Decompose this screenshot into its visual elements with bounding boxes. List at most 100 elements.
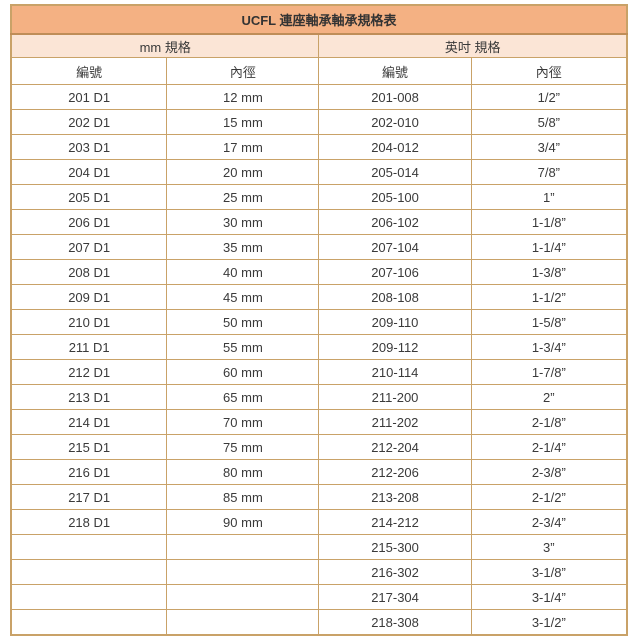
inch-number-cell: 209-112 — [318, 334, 472, 360]
inch-number-cell: 212-206 — [318, 459, 472, 485]
mm-diameter-cell: 30 mm — [166, 209, 320, 235]
mm-number-cell — [10, 609, 168, 636]
table-row: 216-302 3-1/8” — [10, 559, 628, 585]
mm-number-cell: 212 D1 — [10, 359, 168, 385]
table-row: 217-304 3-1/4” — [10, 584, 628, 610]
ucfl-bearing-spec-table: UCFL 連座軸承軸承規格表 mm 規格 英吋 規格 編號 內徑 編號 內徑 2… — [10, 4, 628, 636]
inch-diameter-cell: 2-3/4” — [470, 509, 628, 535]
mm-diameter-cell: 17 mm — [166, 134, 320, 160]
mm-diameter-cell: 55 mm — [166, 334, 320, 360]
column-header-mm-number: 編號 — [10, 57, 168, 85]
inch-diameter-cell: 2-1/2” — [470, 484, 628, 510]
inch-number-cell: 215-300 — [318, 534, 472, 560]
mm-diameter-cell — [166, 534, 320, 560]
mm-diameter-cell: 65 mm — [166, 384, 320, 410]
inch-diameter-cell: 1/2” — [470, 84, 628, 110]
mm-number-cell: 211 D1 — [10, 334, 168, 360]
table-row: 209 D1 45 mm 208-108 1-1/2” — [10, 284, 628, 310]
table-row: 204 D1 20 mm 205-014 7/8” — [10, 159, 628, 185]
table-row: 217 D1 85 mm 213-208 2-1/2” — [10, 484, 628, 510]
inch-diameter-cell: 3-1/8” — [470, 559, 628, 585]
mm-number-cell: 202 D1 — [10, 109, 168, 135]
inch-number-cell: 214-212 — [318, 509, 472, 535]
inch-number-cell: 201-008 — [318, 84, 472, 110]
mm-number-cell: 203 D1 — [10, 134, 168, 160]
inch-number-cell: 207-106 — [318, 259, 472, 285]
table-row: 207 D1 35 mm 207-104 1-1/4” — [10, 234, 628, 260]
mm-number-cell: 213 D1 — [10, 384, 168, 410]
inch-number-cell: 211-200 — [318, 384, 472, 410]
mm-number-cell: 206 D1 — [10, 209, 168, 235]
mm-number-cell: 210 D1 — [10, 309, 168, 335]
mm-diameter-cell: 35 mm — [166, 234, 320, 260]
inch-diameter-cell: 3/4” — [470, 134, 628, 160]
table-row: 212 D1 60 mm 210-114 1-7/8” — [10, 359, 628, 385]
mm-diameter-cell — [166, 609, 320, 636]
mm-number-cell — [10, 534, 168, 560]
mm-number-cell: 214 D1 — [10, 409, 168, 435]
table-row: 216 D1 80 mm 212-206 2-3/8” — [10, 459, 628, 485]
inch-number-cell: 217-304 — [318, 584, 472, 610]
inch-diameter-cell: 2-1/8” — [470, 409, 628, 435]
inch-number-cell: 212-204 — [318, 434, 472, 460]
inch-diameter-cell: 1-1/8” — [470, 209, 628, 235]
table-row: 218-308 3-1/2” — [10, 609, 628, 636]
column-header-inch-number: 編號 — [318, 57, 472, 85]
table-row: 215 D1 75 mm 212-204 2-1/4” — [10, 434, 628, 460]
mm-diameter-cell: 85 mm — [166, 484, 320, 510]
inch-diameter-cell: 7/8” — [470, 159, 628, 185]
inch-number-cell: 206-102 — [318, 209, 472, 235]
mm-number-cell: 217 D1 — [10, 484, 168, 510]
inch-diameter-cell: 5/8” — [470, 109, 628, 135]
title-row: UCFL 連座軸承軸承規格表 — [10, 4, 628, 35]
mm-number-cell: 204 D1 — [10, 159, 168, 185]
column-header-mm-diameter: 內徑 — [166, 57, 320, 85]
mm-number-cell: 218 D1 — [10, 509, 168, 535]
inch-diameter-cell: 1” — [470, 184, 628, 210]
mm-diameter-cell — [166, 584, 320, 610]
inch-number-cell: 216-302 — [318, 559, 472, 585]
inch-diameter-cell: 1-3/8” — [470, 259, 628, 285]
mm-number-cell: 215 D1 — [10, 434, 168, 460]
table-row: 213 D1 65 mm 211-200 2” — [10, 384, 628, 410]
mm-diameter-cell: 20 mm — [166, 159, 320, 185]
inch-diameter-cell: 3-1/4” — [470, 584, 628, 610]
inch-diameter-cell: 1-7/8” — [470, 359, 628, 385]
table-row: 202 D1 15 mm 202-010 5/8” — [10, 109, 628, 135]
inch-number-cell: 205-014 — [318, 159, 472, 185]
inch-diameter-cell: 1-1/2” — [470, 284, 628, 310]
mm-number-cell: 209 D1 — [10, 284, 168, 310]
table-row: 201 D1 12 mm 201-008 1/2” — [10, 84, 628, 110]
table-body: 201 D1 12 mm 201-008 1/2” 202 D1 15 mm 202-010… — [10, 84, 628, 636]
table-row: 203 D1 17 mm 204-012 3/4” — [10, 134, 628, 160]
table-row: 218 D1 90 mm 214-212 2-3/4” — [10, 509, 628, 535]
table-title: UCFL 連座軸承軸承規格表 — [10, 4, 628, 35]
inch-number-cell: 213-208 — [318, 484, 472, 510]
table-row: 214 D1 70 mm 211-202 2-1/8” — [10, 409, 628, 435]
mm-diameter-cell: 60 mm — [166, 359, 320, 385]
mm-diameter-cell: 90 mm — [166, 509, 320, 535]
inch-number-cell: 207-104 — [318, 234, 472, 260]
table-header: UCFL 連座軸承軸承規格表 mm 規格 英吋 規格 編號 內徑 編號 內徑 — [10, 4, 628, 85]
inch-number-cell: 205-100 — [318, 184, 472, 210]
mm-number-cell: 208 D1 — [10, 259, 168, 285]
mm-diameter-cell: 40 mm — [166, 259, 320, 285]
table-row: 206 D1 30 mm 206-102 1-1/8” — [10, 209, 628, 235]
column-header-inch-diameter: 內徑 — [470, 57, 628, 85]
table-row: 215-300 3” — [10, 534, 628, 560]
mm-number-cell — [10, 559, 168, 585]
inch-diameter-cell: 2” — [470, 384, 628, 410]
inch-diameter-cell: 2-1/4” — [470, 434, 628, 460]
mm-number-cell: 207 D1 — [10, 234, 168, 260]
table-row: 210 D1 50 mm 209-110 1-5/8” — [10, 309, 628, 335]
mm-number-cell: 201 D1 — [10, 84, 168, 110]
column-header-row: 編號 內徑 編號 內徑 — [10, 57, 628, 85]
inch-diameter-cell: 3-1/2” — [470, 609, 628, 636]
inch-number-cell: 209-110 — [318, 309, 472, 335]
mm-diameter-cell: 50 mm — [166, 309, 320, 335]
mm-diameter-cell: 80 mm — [166, 459, 320, 485]
inch-diameter-cell: 1-1/4” — [470, 234, 628, 260]
inch-diameter-cell: 2-3/8” — [470, 459, 628, 485]
mm-diameter-cell: 12 mm — [166, 84, 320, 110]
